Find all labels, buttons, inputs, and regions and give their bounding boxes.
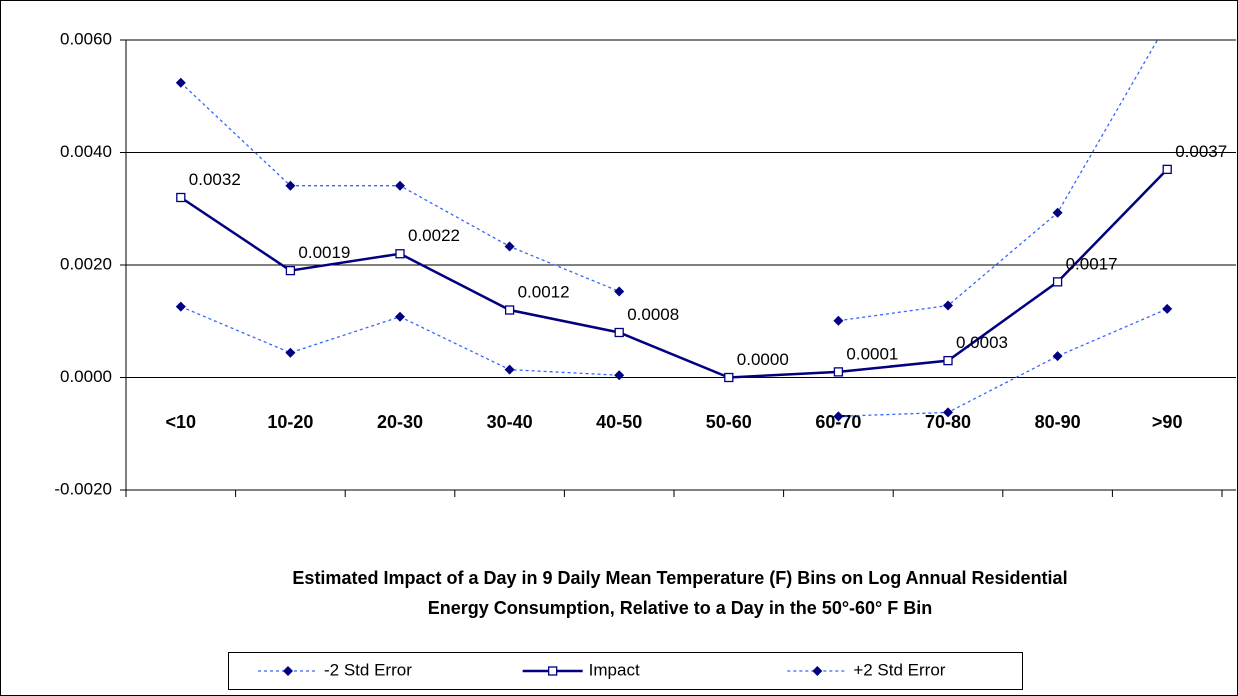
marker <box>175 301 186 312</box>
data-label: 0.0032 <box>189 170 241 189</box>
x-tick-label: 70-80 <box>925 412 971 432</box>
data-label: 0.0008 <box>627 305 679 324</box>
y-tick-label: 0.0040 <box>60 142 112 161</box>
x-tick-label: 50-60 <box>706 412 752 432</box>
series-line <box>180 168 1169 379</box>
x-tick-label: <10 <box>166 412 197 432</box>
marker <box>548 666 558 676</box>
x-tick-label: 60-70 <box>815 412 861 432</box>
legend-label: +2 Std Error <box>853 660 945 679</box>
plot-area <box>175 40 1173 422</box>
data-label: 0.0000 <box>737 350 789 369</box>
data-label: 0.0003 <box>956 333 1008 352</box>
marker <box>724 372 734 383</box>
marker <box>285 347 296 358</box>
marker <box>812 666 823 676</box>
marker <box>614 327 624 338</box>
x-tick-label: 30-40 <box>487 412 533 432</box>
marker <box>943 355 953 366</box>
marker <box>285 180 296 191</box>
marker <box>504 305 515 315</box>
marker <box>614 286 625 297</box>
y-tick-label: 0.0000 <box>60 367 112 386</box>
data-label: 0.0001 <box>846 344 898 363</box>
marker <box>1162 164 1172 175</box>
x-axis-label: Estimated Impact of a Day in 9 Daily Mea… <box>292 568 1067 588</box>
marker <box>833 315 844 326</box>
y-tick-label: -0.0020 <box>54 479 112 498</box>
x-axis-label: Energy Consumption, Relative to a Day in… <box>428 598 933 618</box>
x-tick-label: 40-50 <box>596 412 642 432</box>
marker <box>833 411 844 422</box>
legend-label: -2 Std Error <box>324 660 412 679</box>
data-label: 0.0012 <box>518 282 570 301</box>
marker <box>1052 277 1063 287</box>
y-tick-label: 0.0060 <box>60 29 112 48</box>
data-label: 0.0037 <box>1175 142 1227 161</box>
marker <box>943 300 953 311</box>
y-tick-label: 0.0020 <box>60 254 112 273</box>
x-tick-label: 80-90 <box>1035 412 1081 432</box>
marker <box>395 311 405 322</box>
marker <box>1052 351 1063 362</box>
marker <box>175 77 186 88</box>
marker <box>504 364 515 375</box>
legend-label: Impact <box>589 660 640 679</box>
marker <box>1162 303 1173 314</box>
legend-box <box>228 652 1023 690</box>
x-tick-label: 10-20 <box>267 412 313 432</box>
x-tick-label: >90 <box>1152 412 1183 432</box>
marker <box>285 265 296 276</box>
marker <box>833 367 844 377</box>
marker <box>943 407 953 418</box>
x-tick-label: 20-30 <box>377 412 423 432</box>
marker <box>614 370 625 381</box>
marker <box>176 192 186 203</box>
marker <box>1052 207 1063 218</box>
data-label: 0.0019 <box>298 243 350 262</box>
marker <box>283 666 293 676</box>
marker <box>395 180 405 191</box>
data-label: 0.0017 <box>1066 254 1118 273</box>
data-label: 0.0022 <box>408 226 460 245</box>
marker <box>395 249 405 259</box>
marker <box>504 241 515 252</box>
